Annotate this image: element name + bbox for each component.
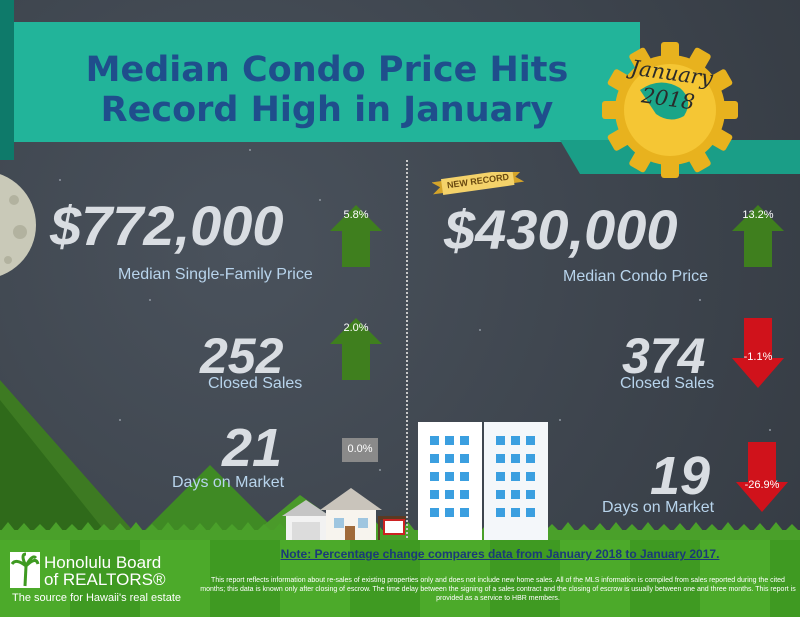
- condo-sales-down-arrow-icon: [732, 318, 784, 388]
- sf-price-up-arrow-icon: [330, 205, 382, 267]
- sf-sales-up-arrow-icon: [330, 318, 382, 380]
- banner-body: [14, 22, 640, 142]
- title-line-1: Median Condo Price Hits: [85, 50, 569, 90]
- sf-median-price-label: Median Single-Family Price: [118, 266, 313, 283]
- logo-line-2: of REALTORS®: [44, 570, 166, 589]
- condo-days-change: -26.9%: [744, 479, 780, 491]
- condo-sales-change: -1.1%: [743, 351, 773, 363]
- condo-days-on-market-value: 19: [650, 446, 711, 506]
- footnote-percentage: Note: Percentage change compares data fr…: [280, 547, 720, 561]
- condo-days-on-market-label: Days on Market: [602, 499, 715, 516]
- house-illustration: [282, 488, 406, 544]
- condo-median-price-value: $430,000: [444, 198, 678, 261]
- sf-price-change: 5.8%: [343, 209, 369, 221]
- new-record-ribbon: [432, 172, 524, 195]
- title-banner: [0, 0, 640, 160]
- condo-price-change: 13.2%: [742, 209, 774, 221]
- sf-closed-sales-value: 252: [200, 328, 284, 384]
- page-title: Median Condo Price Hits Record High in J…: [14, 50, 640, 130]
- disclaimer-text: This report reflects information about r…: [200, 577, 796, 602]
- condo-days-down-arrow-icon: [736, 442, 788, 512]
- sf-median-price-value: $772,000: [50, 194, 284, 257]
- condo-closed-sales-value: 374: [622, 328, 706, 384]
- logo-tagline: The source for Hawaii's real estate: [12, 592, 182, 604]
- palm-tree-logo-icon: [10, 552, 40, 588]
- sf-days-change: 0.0%: [347, 443, 373, 455]
- condo-closed-sales-label: Closed Sales: [620, 375, 715, 392]
- sf-closed-sales-label: Closed Sales: [208, 375, 303, 392]
- condo-median-price-label: Median Condo Price: [563, 268, 708, 285]
- moon-icon: [0, 174, 36, 276]
- banner-fold: [0, 0, 14, 160]
- sf-days-on-market-label: Days on Market: [172, 474, 285, 491]
- logo-wordmark[interactable]: Honolulu Board of REALTORS®: [44, 554, 166, 588]
- mountain-illustration: [0, 380, 150, 550]
- sf-days-flat-indicator: [342, 438, 378, 462]
- title-line-2: Record High in January: [100, 90, 554, 130]
- condo-building-illustration: [418, 422, 548, 544]
- column-divider: [406, 160, 408, 550]
- month-seal-icon: [602, 42, 738, 178]
- sf-days-on-market-value: 21: [222, 418, 283, 478]
- footer: [0, 540, 800, 617]
- logo-line-1: Honolulu Board: [44, 553, 162, 572]
- condo-price-up-arrow-icon: [732, 205, 784, 267]
- sf-sales-change: 2.0%: [343, 322, 369, 334]
